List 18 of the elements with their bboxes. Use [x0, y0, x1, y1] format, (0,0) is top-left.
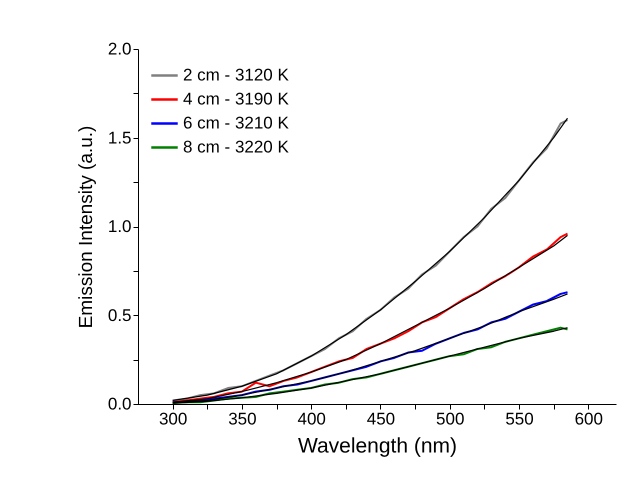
legend-label: 2 cm - 3120 K	[183, 66, 290, 84]
legend-label: 8 cm - 3220 K	[183, 138, 290, 156]
x-tick-label: 500	[436, 410, 464, 428]
y-tick-label: 1.0	[108, 217, 132, 236]
legend-label: 6 cm - 3210 K	[183, 114, 290, 132]
x-axis-title: Wavelength (nm)	[298, 434, 458, 458]
x-tick-label: 300	[158, 410, 188, 428]
y-tick-label: 0.5	[108, 306, 132, 325]
y-tick-label: 0.0	[108, 394, 132, 414]
y-axis-title: Emission Intensity (a.u.)	[76, 126, 97, 328]
x-tick-label: 350	[228, 410, 257, 428]
x-tick-label: 550	[505, 410, 534, 428]
legend-label: 4 cm - 3190 K	[183, 90, 290, 108]
x-tick-label: 600	[574, 410, 603, 428]
x-tick-label: 400	[298, 410, 326, 428]
y-tick-label: 1.5	[108, 128, 132, 148]
x-tick-label: 450	[366, 410, 396, 428]
y-tick-label: 2.0	[108, 40, 132, 58]
